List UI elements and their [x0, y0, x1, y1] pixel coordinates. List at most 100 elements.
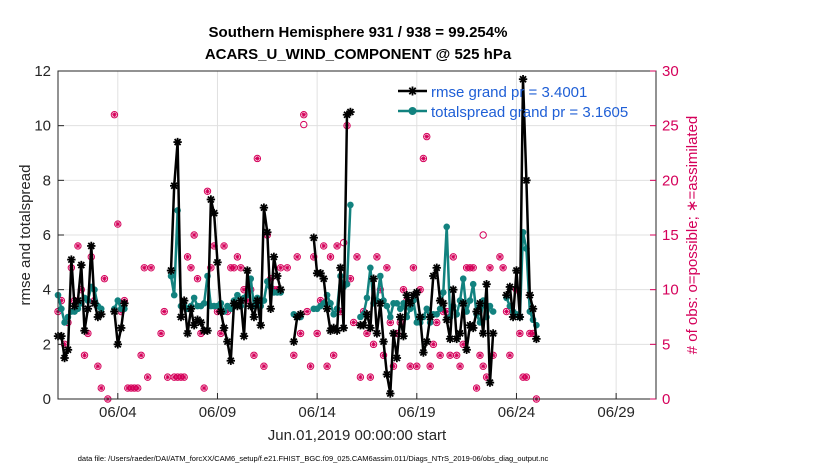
obs-possible-marker — [472, 384, 481, 392]
rmse-series-point — [415, 312, 425, 322]
obs-assim-stroke — [411, 265, 416, 270]
obs-assim-stroke — [471, 265, 476, 270]
rmse-series-point — [379, 337, 388, 346]
rmse-series-point — [70, 301, 79, 311]
y-axis-left: 0 2 4 6 8 10 12 — [34, 63, 64, 408]
rmse-series-point — [389, 329, 398, 338]
marker-stroke — [170, 182, 178, 190]
obs-point — [433, 318, 441, 327]
obs-possible-marker — [293, 253, 301, 261]
marker-stroke — [223, 337, 232, 346]
rmse-series-point — [482, 280, 491, 289]
obs-assim-stroke — [504, 309, 509, 314]
obs-assim-stroke — [434, 320, 439, 325]
y-tick-label: 10 — [34, 118, 51, 135]
obs-point — [346, 275, 355, 283]
totalspread-series-point — [436, 305, 444, 313]
marker-stroke — [84, 305, 92, 313]
marker-stroke — [429, 272, 437, 280]
rmse-series-point — [196, 318, 206, 327]
obs-possible-marker — [306, 362, 315, 370]
obs-assim-stroke — [368, 375, 373, 380]
rmse-series-point — [412, 288, 421, 297]
obs-possible-marker — [94, 362, 102, 370]
marker-stroke — [173, 138, 182, 146]
obs-possible-marker — [296, 329, 305, 338]
totalspread-series-point — [170, 291, 178, 299]
obs-assim-stroke — [285, 265, 290, 270]
totalspread-series-point — [406, 305, 414, 313]
obs-possible-marker — [326, 253, 335, 261]
totalspread-series-point — [200, 300, 208, 307]
marker-stroke — [532, 335, 541, 343]
rmse-series-point — [216, 307, 226, 316]
marker-stroke — [230, 299, 238, 307]
totalspread-series-point — [489, 308, 497, 315]
rmse-series-point — [382, 370, 392, 379]
obs-possible-marker — [479, 362, 487, 370]
marker-stroke — [117, 324, 125, 332]
rmse-series-point — [73, 296, 83, 305]
obs-possible-marker — [323, 362, 331, 370]
marker-stroke — [310, 234, 318, 242]
obs-possible-marker — [516, 329, 524, 338]
obs-assim-stroke — [348, 276, 353, 281]
totalspread-series-point — [367, 264, 374, 272]
obs-possible-marker — [74, 242, 82, 250]
rmse-series-point — [246, 301, 255, 311]
obs-assim-stroke — [278, 265, 283, 270]
totalspread-series-point — [234, 291, 241, 299]
obs-possible-marker — [469, 264, 477, 272]
rmse-series-point — [83, 304, 93, 313]
obs-assim-stroke — [235, 254, 240, 259]
obs-point — [506, 351, 514, 359]
obs-point — [472, 384, 481, 392]
obs-assim-stroke — [162, 309, 167, 314]
obs-point — [233, 253, 242, 261]
y2-tick-label: 15 — [662, 227, 679, 244]
obs-possible-marker — [499, 264, 507, 272]
obs-point — [110, 111, 119, 119]
marker-stroke — [462, 346, 471, 354]
obs-assim-stroke — [135, 386, 140, 391]
obs-possible-marker — [413, 362, 421, 370]
obs-point — [356, 373, 365, 381]
marker-stroke — [330, 324, 338, 332]
marker-stroke — [180, 296, 188, 305]
legend-spread-label: totalspread grand pr = 3.1605 — [431, 104, 628, 121]
x-axis-label: Jun.01,2019 00:00:00 start — [268, 427, 447, 444]
obs-possible-only-marker — [479, 231, 487, 239]
marker-stroke — [516, 313, 524, 321]
obs-point — [144, 373, 152, 381]
totalspread-series-point — [167, 272, 175, 280]
obs-point — [373, 253, 381, 261]
obs-possible-marker — [452, 351, 461, 359]
obs-assim-stroke — [231, 265, 237, 270]
rmse-series-point — [273, 271, 282, 281]
marker-stroke — [446, 335, 454, 343]
marker-stroke — [64, 346, 72, 354]
obs-possible-marker — [486, 264, 494, 272]
obs-assim-stroke — [481, 364, 486, 369]
obs-point — [452, 351, 461, 359]
obs-assim-stroke — [115, 222, 120, 227]
y2-tick-label: 0 — [662, 391, 670, 408]
rmse-series-point — [259, 203, 269, 212]
obs-point — [276, 264, 285, 272]
rmse-series-point — [376, 299, 385, 308]
obs-assim-stroke — [354, 254, 360, 259]
totalspread-series-point — [386, 313, 394, 321]
rmse-series-point — [429, 271, 438, 281]
obs-point — [366, 373, 375, 381]
obs-point — [147, 264, 155, 272]
y2-tick-label: 20 — [662, 172, 679, 189]
obs-point — [283, 264, 291, 272]
marker-stroke — [346, 108, 355, 116]
totalspread-series-point — [363, 294, 371, 302]
rmse-series-point — [63, 345, 73, 354]
marker-stroke — [213, 258, 222, 266]
marker-stroke — [509, 313, 517, 321]
x-tick-label: 06/29 — [597, 404, 635, 421]
obs-possible-marker — [436, 351, 444, 359]
obs-possible-marker — [260, 362, 268, 370]
